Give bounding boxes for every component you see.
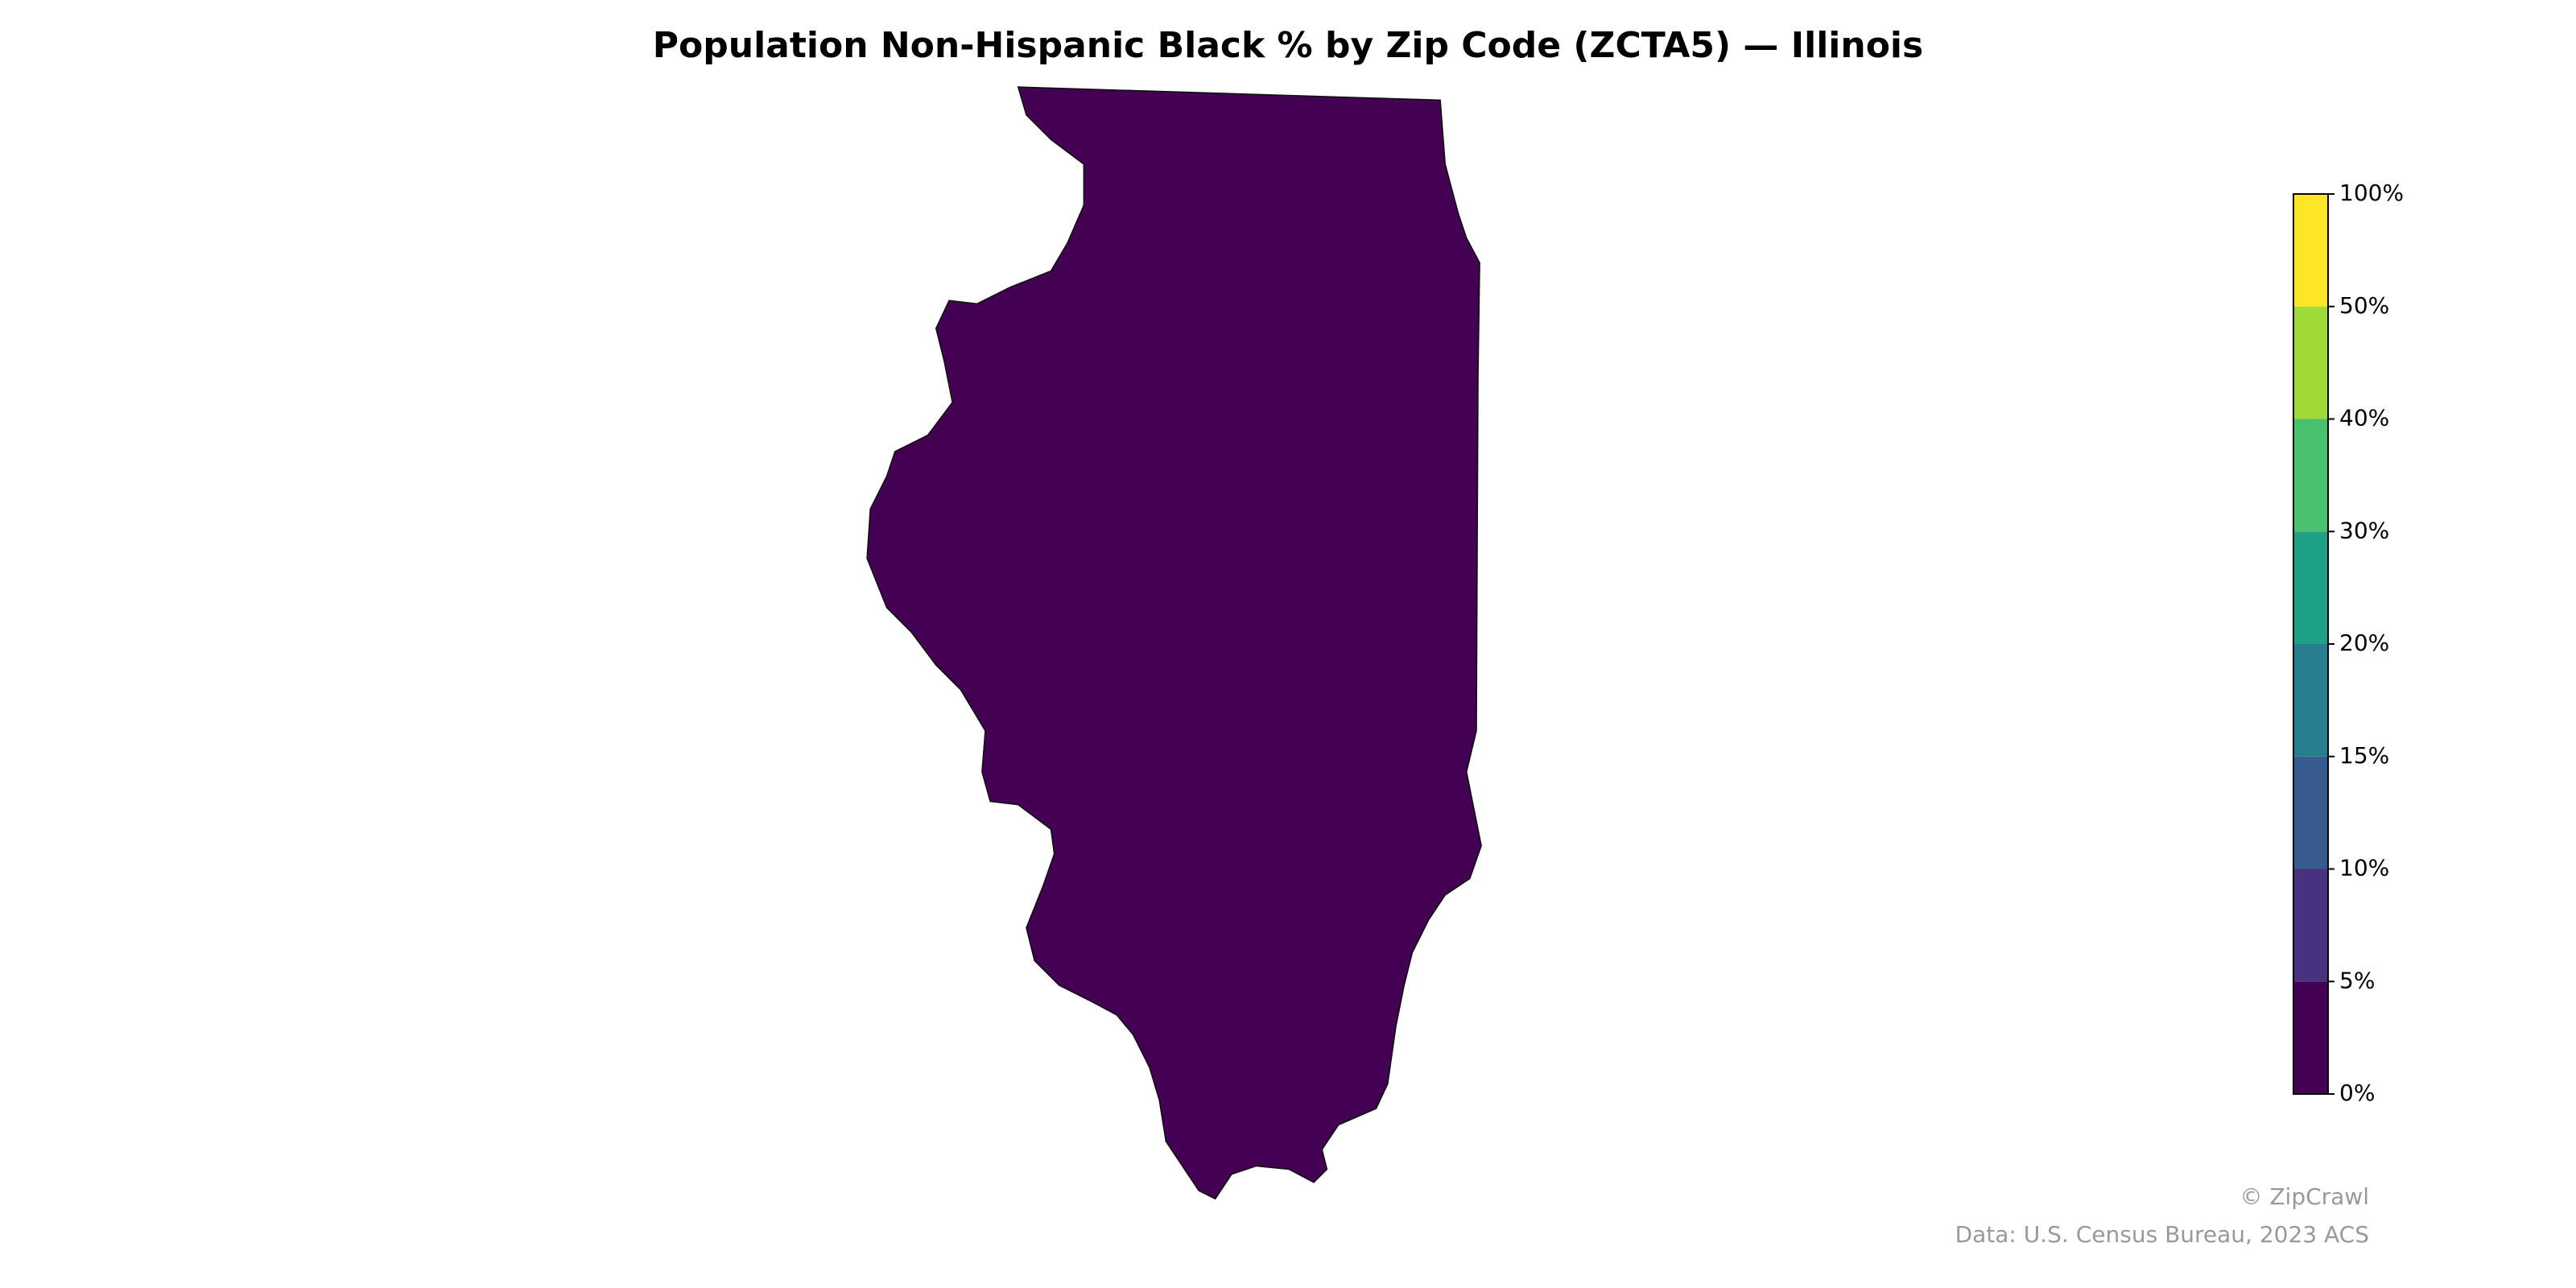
colorbar-tick-label: 100%: [2339, 180, 2404, 206]
colorbar-tick-label: 50%: [2339, 292, 2389, 319]
illinois-outline: [866, 86, 1482, 1200]
colorbar-segment: [2293, 531, 2328, 644]
map-title: Population Non-Hispanic Black % by Zip C…: [653, 25, 1923, 66]
colorbar-segment: [2293, 756, 2328, 869]
state-map: [866, 86, 1482, 1200]
colorbar-tick-label: 15%: [2339, 742, 2389, 769]
source-note: Data: U.S. Census Bureau, 2023 ACS: [1955, 1221, 2369, 1248]
colorbar-segment: [2293, 419, 2328, 532]
colorbar-tick-label: 20%: [2339, 630, 2389, 656]
colorbar-segment: [2293, 194, 2328, 307]
colorbar-segment: [2293, 869, 2328, 982]
colorbar-tick-label: 0%: [2339, 1080, 2375, 1106]
colorbar-tick-label: 40%: [2339, 405, 2389, 431]
colorbar-tick-label: 30%: [2339, 517, 2389, 543]
colorbar-tick-label: 5%: [2339, 967, 2375, 993]
colorbar-segment: [2293, 644, 2328, 757]
colorbar: 0% 5% 10% 15% 20% 30% 40% 50% 100%: [2293, 180, 2404, 1106]
colorbar-segment: [2293, 981, 2328, 1094]
colorbar-tick-label: 10%: [2339, 855, 2389, 881]
colorbar-segment: [2293, 306, 2328, 419]
credit: © ZipCrawl: [2240, 1183, 2369, 1210]
